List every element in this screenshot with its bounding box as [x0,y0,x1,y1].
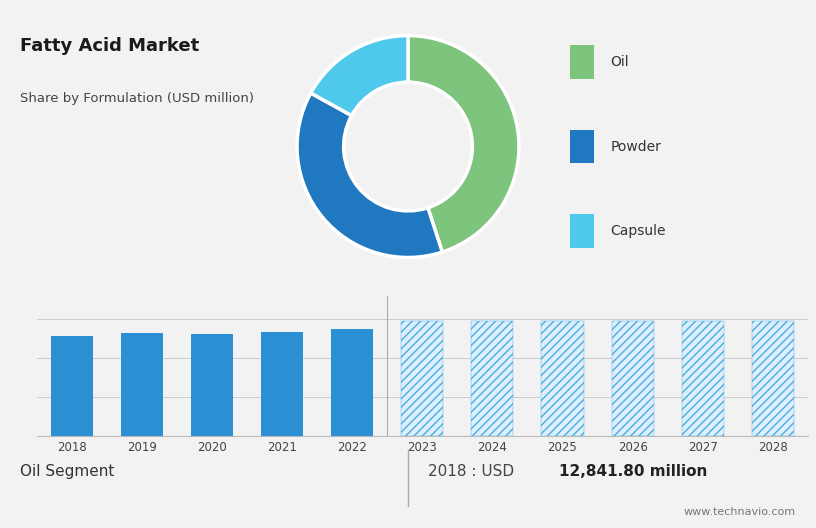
Text: Capsule: Capsule [610,224,666,238]
Bar [752,321,794,436]
Bar [191,334,233,436]
Bar [331,328,373,436]
Bar [611,321,654,436]
Bar [570,214,594,248]
Text: 2018 : USD: 2018 : USD [428,464,520,479]
Bar [51,336,93,436]
Bar [542,321,583,436]
Text: Powder: Powder [610,139,661,154]
Text: www.technavio.com: www.technavio.com [684,507,796,517]
Bar [472,321,513,436]
Bar [261,332,303,436]
Wedge shape [297,93,442,258]
Wedge shape [311,35,408,116]
Bar [681,321,724,436]
Bar [570,129,594,164]
Bar [401,321,443,436]
Wedge shape [408,35,519,252]
Text: Share by Formulation (USD million): Share by Formulation (USD million) [20,92,255,105]
Text: 12,841.80 million: 12,841.80 million [559,464,707,479]
Text: Oil Segment: Oil Segment [20,464,115,479]
Text: Oil: Oil [610,55,629,69]
Bar [121,333,163,436]
Text: Fatty Acid Market: Fatty Acid Market [20,37,200,55]
Bar [570,45,594,79]
